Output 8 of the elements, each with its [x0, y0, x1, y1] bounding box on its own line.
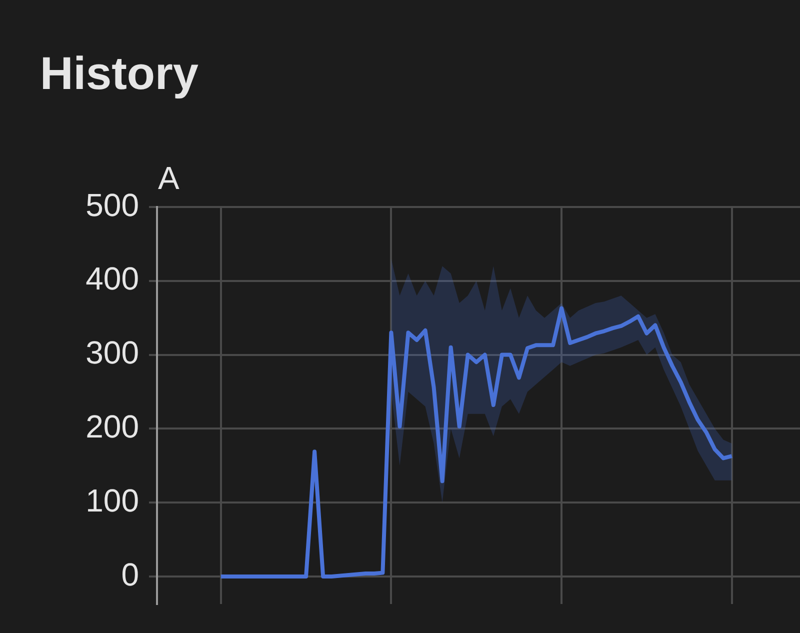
y-tick-label: 100 [86, 482, 139, 518]
y-tick-label: 500 [86, 186, 139, 223]
y-tick-label: 400 [86, 260, 139, 297]
y-tick-label: 0 [121, 556, 139, 592]
chart-title: History [40, 46, 198, 100]
y-axis-title: A [158, 160, 180, 197]
y-tick-label: 300 [86, 334, 139, 371]
y-tick-label: 200 [86, 408, 139, 445]
